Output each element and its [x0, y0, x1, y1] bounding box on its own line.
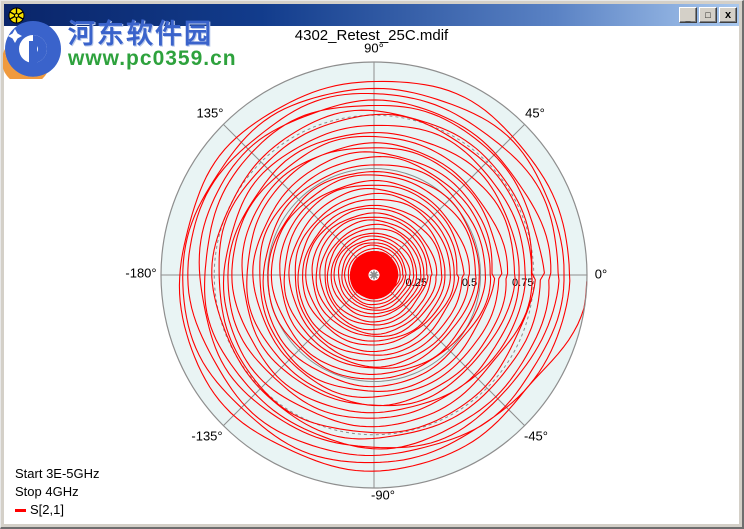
- legend-row: S[2,1]: [15, 501, 100, 519]
- stop-frequency-label: Stop 4GHz: [15, 484, 79, 499]
- svg-text:0.5: 0.5: [462, 277, 477, 289]
- svg-text:0.75: 0.75: [512, 277, 533, 289]
- angle-label-90: 90°: [364, 40, 384, 56]
- close-icon: x: [724, 8, 732, 21]
- angle-label--45: -45°: [524, 428, 548, 444]
- legend-series-label: S[2,1]: [30, 502, 64, 517]
- minimize-button[interactable]: _: [679, 7, 697, 23]
- window-titlebar[interactable]: _ □ x: [4, 4, 739, 26]
- chart-title: 4302_Retest_25C.mdif: [294, 27, 449, 44]
- legend-trace-swatch: [15, 508, 26, 512]
- angle-label--90: -90°: [371, 487, 395, 503]
- chart-client-area: 4302_Retest_25C.mdif 0.25 0.5 0.75 90° 45°…: [4, 26, 739, 524]
- close-button[interactable]: x: [719, 7, 737, 23]
- start-frequency-label: Start 3E-5GHz: [15, 466, 100, 481]
- polar-plot: 0.25 0.5 0.75: [160, 61, 588, 489]
- maximize-icon: □: [705, 9, 711, 20]
- angle-label--180: -180°: [125, 265, 157, 281]
- app-icon: [8, 7, 25, 23]
- angle-label-0: 0°: [594, 266, 608, 282]
- maximize-button[interactable]: □: [699, 7, 717, 23]
- angle-label-45: 45°: [525, 105, 545, 121]
- angle-label-135: 135°: [196, 105, 224, 121]
- minimize-icon: _: [685, 12, 691, 23]
- sweep-annotations: Start 3E-5GHz Stop 4GHz S[2,1]: [15, 465, 100, 519]
- angle-label--135: -135°: [191, 428, 223, 444]
